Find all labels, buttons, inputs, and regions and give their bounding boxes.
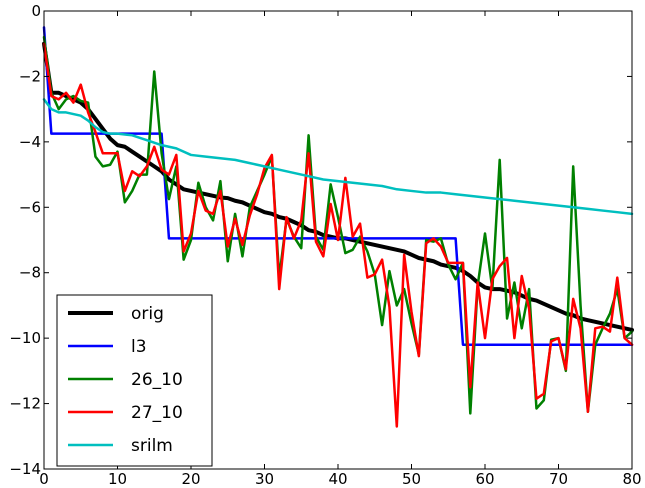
- x-tick-label: 30: [255, 470, 274, 488]
- x-tick-label: 40: [328, 470, 347, 488]
- x-tick-label: 80: [622, 470, 641, 488]
- y-tick-label: −10: [9, 329, 41, 347]
- y-tick-label: −6: [19, 198, 41, 216]
- series-line-orig: [42, 41, 634, 332]
- x-tick-label: 20: [181, 470, 200, 488]
- series-line-l3: [42, 26, 634, 346]
- legend-box: [56, 294, 213, 467]
- y-tick-label: −2: [19, 67, 41, 85]
- y-tick-label: −4: [19, 133, 41, 151]
- y-tick-label: −8: [19, 264, 41, 282]
- y-tick-label: 0: [31, 2, 41, 20]
- x-tick-label: 70: [549, 470, 568, 488]
- x-tick-label: 10: [108, 470, 127, 488]
- legend-label-l3: l3: [131, 337, 147, 357]
- legend-label-26_10: 26_10: [131, 370, 183, 390]
- y-tick-label: −12: [9, 395, 41, 413]
- legend-label-orig: orig: [131, 304, 164, 324]
- y-tick-label: −14: [9, 460, 41, 478]
- x-tick-label: 60: [475, 470, 494, 488]
- legend-label-27_10: 27_10: [131, 403, 183, 423]
- series-line-srilm: [42, 98, 634, 216]
- ticks-layer: 0 10 20 30 40 50 60 70 80 0 −2 −4 −6 −8 −10 −12 −14: [9, 2, 641, 488]
- x-tick-label: 50: [402, 470, 421, 488]
- x-tick-label: 0: [39, 470, 49, 488]
- series-layer: [42, 26, 634, 428]
- series-line-27_10: [42, 42, 634, 428]
- legend-label-srilm: srilm: [131, 436, 173, 456]
